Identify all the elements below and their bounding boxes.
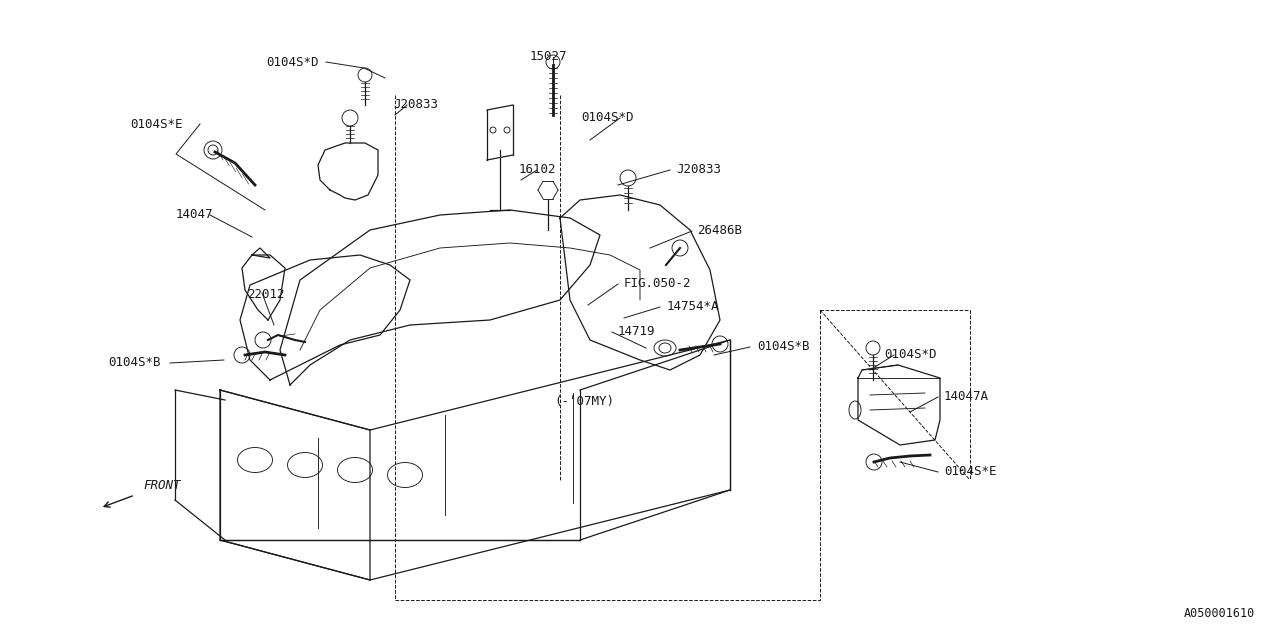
Text: 14719: 14719: [618, 325, 655, 338]
Text: 16102: 16102: [518, 163, 557, 176]
Text: 15027: 15027: [530, 50, 567, 63]
Text: FRONT: FRONT: [143, 479, 180, 492]
Text: A050001610: A050001610: [1184, 607, 1254, 620]
Text: 0104S*D: 0104S*D: [581, 111, 634, 124]
Text: J20833: J20833: [676, 163, 721, 176]
Text: 22012: 22012: [247, 288, 284, 301]
Text: 14754*A: 14754*A: [667, 300, 719, 313]
Text: 0104S*D: 0104S*D: [884, 348, 937, 361]
Text: 0104S*D: 0104S*D: [266, 56, 319, 69]
Text: 0104S*E: 0104S*E: [131, 118, 183, 131]
Text: (-’07MY): (-’07MY): [554, 395, 614, 408]
Text: 26486B: 26486B: [698, 224, 742, 237]
Text: 0104S*B: 0104S*B: [108, 356, 160, 369]
Text: 0104S*E: 0104S*E: [945, 465, 997, 478]
Text: 14047A: 14047A: [945, 390, 989, 403]
Text: 14047: 14047: [177, 208, 214, 221]
Text: FIG.050-2: FIG.050-2: [625, 277, 691, 290]
Text: J20833: J20833: [393, 98, 438, 111]
Text: 0104S*B: 0104S*B: [756, 340, 809, 353]
